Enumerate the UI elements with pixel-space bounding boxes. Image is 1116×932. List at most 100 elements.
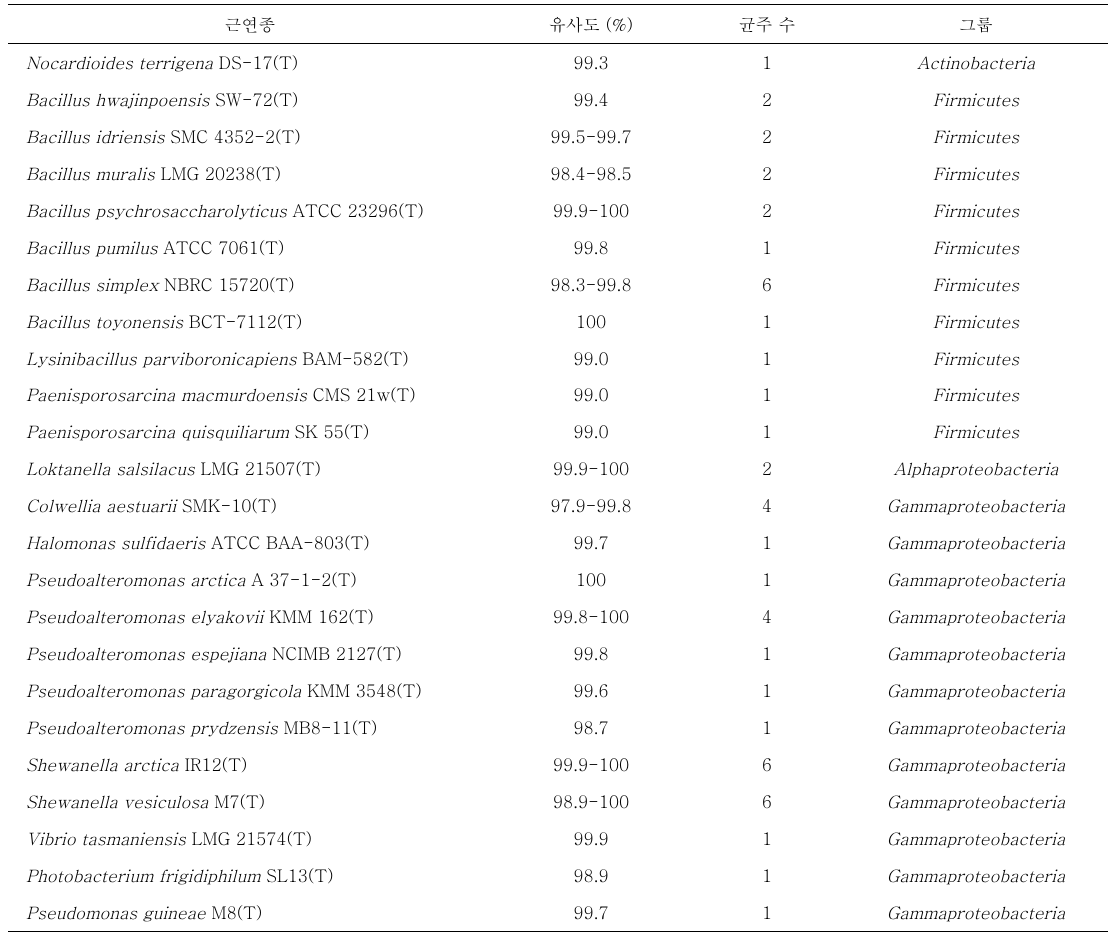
strain-designation: A 37-1-2(T) [246, 567, 357, 591]
strain-designation: KMM 3548(T) [301, 678, 422, 702]
table-row: Loktanella salsilacus LMG 21507(T)99.9-1… [8, 450, 1108, 487]
table-row: Shewanella vesiculosa M7(T)98.9-1006Gamm… [8, 783, 1108, 820]
cell-species: Photobacterium frigidiphilum SL13(T) [8, 857, 492, 894]
species-name: Paenisporosarcina quisquiliarum [26, 419, 289, 443]
cell-count: 4 [690, 487, 844, 524]
strain-designation: SK 55(T) [289, 419, 369, 443]
group-name: Firmicutes [933, 87, 1019, 111]
group-name: Alphaproteobacteria [894, 456, 1059, 480]
table-row: Shewanella arctica IR12(T)99.9-1006Gamma… [8, 746, 1108, 783]
cell-count: 1 [690, 709, 844, 746]
table-wrapper: 근연종 유사도 (%) 균주 수 그룹 Nocardioides terrige… [0, 0, 1116, 932]
cell-group: Firmicutes [844, 155, 1108, 192]
group-name: Firmicutes [933, 124, 1019, 148]
cell-count: 4 [690, 598, 844, 635]
cell-group: Gammaproteobacteria [844, 894, 1108, 931]
cell-species: Pseudoalteromonas espejiana NCIMB 2127(T… [8, 635, 492, 672]
cell-species: Halomonas sulfidaeris ATCC BAA-803(T) [8, 524, 492, 561]
species-name: Bacillus psychrosaccharolyticus [26, 198, 287, 222]
table-row: Pseudomonas guineae M8(T)99.71Gammaprote… [8, 894, 1108, 931]
group-name: Firmicutes [933, 161, 1019, 185]
group-name: Gammaproteobacteria [887, 604, 1065, 628]
cell-species: Paenisporosarcina quisquiliarum SK 55(T) [8, 413, 492, 450]
cell-similarity: 99.0 [492, 340, 690, 377]
cell-group: Firmicutes [844, 81, 1108, 118]
cell-similarity: 100 [492, 561, 690, 598]
species-name: Lysinibacillus parviboronicapiens [26, 346, 297, 370]
cell-group: Gammaproteobacteria [844, 635, 1108, 672]
table-row: Halomonas sulfidaeris ATCC BAA-803(T)99.… [8, 524, 1108, 561]
cell-count: 2 [690, 118, 844, 155]
cell-species: Bacillus pumilus ATCC 7061(T) [8, 229, 492, 266]
cell-group: Firmicutes [844, 266, 1108, 303]
species-name: Nocardioides terrigena [26, 50, 213, 74]
cell-similarity: 99.6 [492, 672, 690, 709]
species-name: Halomonas sulfidaeris [26, 530, 205, 554]
cell-group: Firmicutes [844, 413, 1108, 450]
cell-species: Shewanella arctica IR12(T) [8, 746, 492, 783]
header-count: 균주 수 [690, 5, 844, 44]
strain-designation: MB8-11(T) [278, 715, 377, 739]
group-name: Gammaproteobacteria [887, 530, 1065, 554]
species-name: Vibrio tasmaniensis [26, 826, 186, 850]
group-name: Firmicutes [933, 235, 1019, 259]
cell-species: Bacillus hwajinpoensis SW-72(T) [8, 81, 492, 118]
table-row: Colwellia aestuarii SMK-10(T)97.9-99.84 G… [8, 487, 1108, 524]
cell-count: 2 [690, 81, 844, 118]
cell-species: Bacillus toyonensis BCT-7112(T) [8, 303, 492, 340]
strain-designation: DS-17(T) [213, 50, 298, 74]
group-name: Gammaproteobacteria [887, 493, 1065, 517]
group-name: Gammaproteobacteria [887, 863, 1065, 887]
species-name: Loktanella salsilacus [26, 456, 195, 480]
strain-designation: LMG 21574(T) [186, 826, 312, 850]
cell-count: 1 [690, 857, 844, 894]
cell-group: Gammaproteobacteria [844, 487, 1108, 524]
group-name: Firmicutes [933, 346, 1019, 370]
cell-count: 1 [690, 340, 844, 377]
table-row: Pseudoalteromonas prydzensis MB8-11(T)98… [8, 709, 1108, 746]
species-name: Pseudoalteromonas elyakovii [26, 604, 263, 628]
cell-group: Firmicutes [844, 303, 1108, 340]
species-name: Pseudoalteromonas prydzensis [26, 715, 278, 739]
cell-similarity: 97.9-99.8 [492, 487, 690, 524]
group-name: Firmicutes [933, 309, 1019, 333]
cell-count: 1 [690, 376, 844, 413]
group-name: Gammaproteobacteria [887, 641, 1065, 665]
cell-group: Alphaproteobacteria [844, 450, 1108, 487]
cell-count: 1 [690, 303, 844, 340]
cell-species: Pseudoalteromonas arctica A 37-1-2(T) [8, 561, 492, 598]
cell-similarity: 100 [492, 303, 690, 340]
cell-group: Firmicutes [844, 229, 1108, 266]
strain-designation: SL13(T) [261, 863, 334, 887]
cell-similarity: 99.7 [492, 894, 690, 931]
species-name: Bacillus pumilus [26, 235, 158, 259]
strain-designation: LMG 21507(T) [195, 456, 321, 480]
cell-species: Colwellia aestuarii SMK-10(T) [8, 487, 492, 524]
cell-count: 6 [690, 783, 844, 820]
cell-group: Gammaproteobacteria [844, 672, 1108, 709]
cell-species: Nocardioides terrigena DS-17(T) [8, 44, 492, 81]
table-header: 근연종 유사도 (%) 균주 수 그룹 [8, 5, 1108, 44]
cell-species: Bacillus muralis LMG 20238(T) [8, 155, 492, 192]
species-name: Colwellia aestuarii [26, 493, 176, 517]
species-name: Photobacterium frigidiphilum [26, 863, 261, 887]
strain-designation: BAM-582(T) [297, 346, 409, 370]
cell-similarity: 99.9 [492, 820, 690, 857]
species-name: Pseudoalteromonas paragorgicola [26, 678, 301, 702]
table-row: Pseudoalteromonas elyakovii KMM 162(T)99… [8, 598, 1108, 635]
table-row: Pseudoalteromonas arctica A 37-1-2(T)100… [8, 561, 1108, 598]
cell-similarity: 98.4-98.5 [492, 155, 690, 192]
table-row: Paenisporosarcina macmurdoensis CMS 21w(… [8, 376, 1108, 413]
cell-count: 1 [690, 44, 844, 81]
cell-count: 1 [690, 229, 844, 266]
table-row: Bacillus hwajinpoensis SW-72(T)99.42Firm… [8, 81, 1108, 118]
group-name: Firmicutes [933, 198, 1019, 222]
cell-count: 1 [690, 635, 844, 672]
cell-species: Bacillus psychrosaccharolyticus ATCC 232… [8, 192, 492, 229]
cell-species: Pseudoalteromonas elyakovii KMM 162(T) [8, 598, 492, 635]
species-name: Paenisporosarcina macmurdoensis [26, 382, 307, 406]
table-row: Pseudoalteromonas espejiana NCIMB 2127(T… [8, 635, 1108, 672]
strain-designation: M8(T) [206, 900, 263, 924]
cell-similarity: 99.8 [492, 635, 690, 672]
strain-designation: NCIMB 2127(T) [266, 641, 401, 665]
